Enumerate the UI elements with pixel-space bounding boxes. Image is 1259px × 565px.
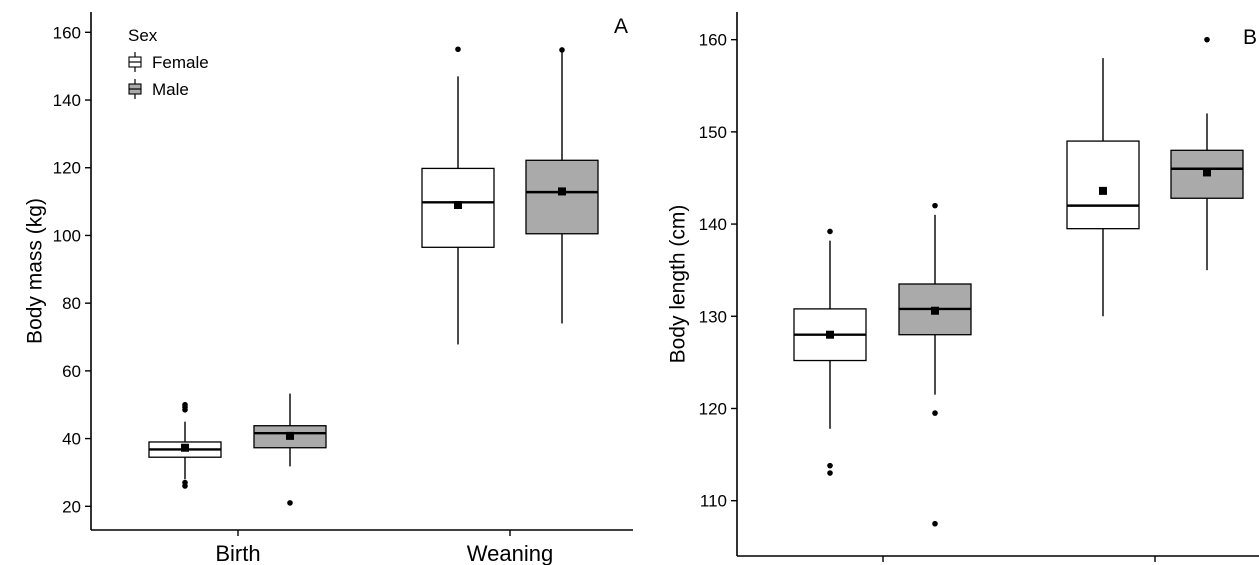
outlier-point [932, 202, 938, 209]
iqr-box [1066, 140, 1140, 230]
mean-marker [826, 330, 834, 339]
legend-label: Female [152, 53, 209, 72]
box-female-birth [793, 228, 867, 476]
y-tick-label: 160 [699, 31, 727, 50]
legend-title: Sex [128, 26, 158, 45]
legend: Sex Female Male [128, 26, 209, 99]
y-tick-label: 140 [699, 215, 727, 234]
outlier-point [827, 470, 833, 476]
outlier-point [932, 520, 938, 527]
mean-marker [558, 187, 566, 196]
y-tick-label: 120 [53, 159, 81, 178]
mean-marker [286, 431, 294, 440]
outlier-point [559, 47, 565, 53]
x-category-label: Birth [215, 541, 260, 565]
mean-marker [1099, 186, 1107, 195]
y-tick-label: 160 [53, 23, 81, 42]
y-tick-label: 40 [62, 430, 81, 449]
y-tick-label: 120 [699, 399, 727, 418]
panel-b: 110120130140150160BirthWeaningBody lengt… [666, 12, 1259, 562]
outlier-point [287, 500, 293, 506]
outlier-point [827, 462, 833, 469]
panel-a: 20 40 60 80 100 120 140 160 Birth Weaning Body mas… [23, 12, 633, 565]
y-tick-label: 110 [700, 492, 727, 511]
outlier-point [182, 479, 188, 486]
panel-letter: A [614, 15, 628, 38]
box-male-weaning [525, 47, 599, 324]
panel-letter: B [1243, 26, 1257, 49]
mean-marker [181, 443, 189, 452]
y-tick-label: 100 [53, 226, 81, 245]
iqr-box [525, 159, 599, 235]
mean-marker [1203, 168, 1211, 177]
box-male-birth [253, 393, 327, 506]
legend-label: Male [152, 80, 189, 99]
y-tick-label: 130 [699, 307, 727, 326]
outlier-point [182, 401, 188, 408]
x-category-label: Weaning [467, 541, 553, 565]
mean-marker [454, 200, 462, 209]
box-female-weaning [1066, 58, 1140, 317]
y-axis-title: Body mass (kg) [23, 198, 46, 344]
y-axis-title: Body length (cm) [666, 205, 689, 364]
outlier-point [455, 46, 461, 53]
outlier-point [932, 410, 938, 416]
mean-marker [931, 306, 939, 315]
box-male-weaning [1170, 36, 1244, 271]
y-tick-label: 150 [699, 123, 727, 142]
outlier-point [827, 228, 833, 235]
box-female-weaning [421, 46, 495, 345]
outlier-point [1204, 36, 1210, 43]
y-tick-label: 20 [62, 497, 81, 516]
box-female-birth [148, 401, 222, 489]
y-tick-label: 60 [62, 362, 81, 381]
y-tick-label: 140 [53, 91, 81, 110]
box-male-birth [898, 202, 972, 527]
y-tick-label: 80 [62, 294, 81, 313]
